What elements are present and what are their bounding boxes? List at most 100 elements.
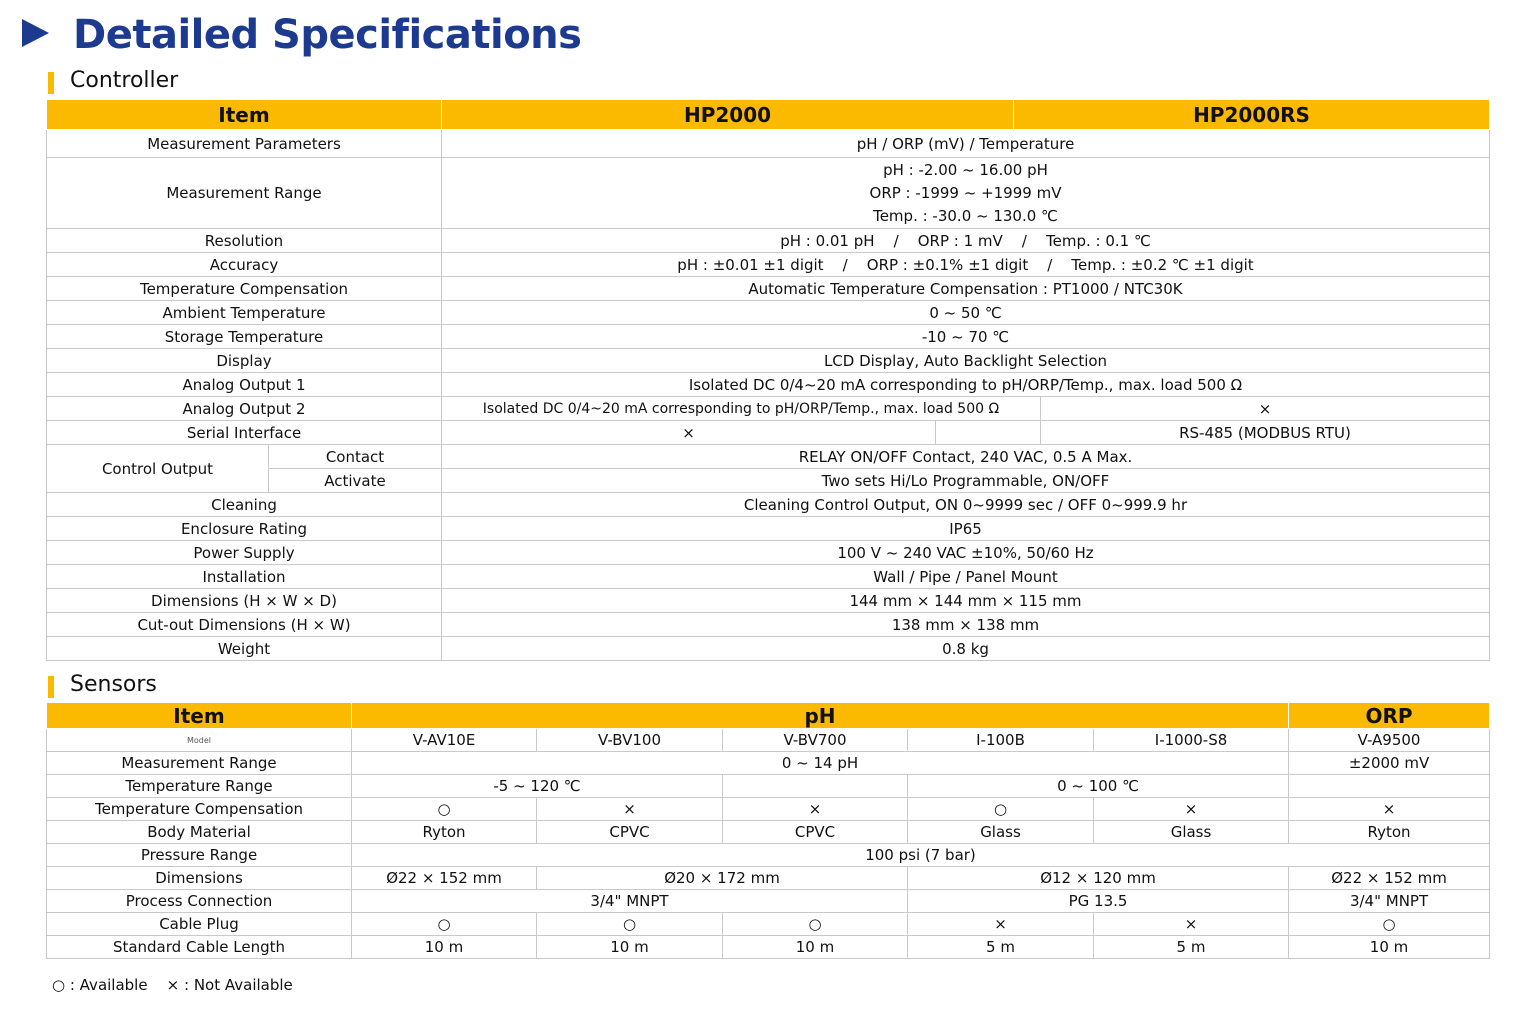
table-cell: Glass <box>907 820 1094 844</box>
table-cell: Temperature Compensation <box>46 797 352 821</box>
page-title: Detailed Specifications <box>73 12 582 58</box>
table-row: Enclosure Rating IP65 <box>46 516 1490 541</box>
table-cell: Activate <box>268 468 442 493</box>
table-cell: Ø22 × 152 mm <box>1288 866 1491 890</box>
table-cell: Weight <box>46 636 442 661</box>
table-cell: CPVC <box>536 820 723 844</box>
table-cell: Resolution <box>46 228 442 253</box>
table-cell: V-A9500 <box>1288 728 1491 752</box>
table-row: Measurement Range 0 ~ 14 pH ±2000 mV <box>46 751 1491 775</box>
table-cell: 3/4" MNPT <box>351 889 908 913</box>
table-cell: × <box>1040 396 1490 421</box>
table-cell: Enclosure Rating <box>46 516 442 541</box>
table-row: Analog Output 2 Isolated DC 0/4~20 mA cor… <box>46 396 1490 421</box>
table-cell: Storage Temperature <box>46 324 442 349</box>
table-row: Ambient Temperature 0 ~ 50 ℃ <box>46 300 1490 325</box>
table-cell: ○ <box>351 797 537 821</box>
table-row: Temperature Compensation Automatic Temper… <box>46 276 1490 301</box>
table-cell: 10 m <box>1288 935 1491 959</box>
table-cell: Temperature Range <box>46 774 352 798</box>
header-cell: ORP <box>1288 702 1491 729</box>
table-cell: V-BV700 <box>722 728 908 752</box>
table-cell: ○ <box>351 912 537 936</box>
table-row: Item HP2000 HP2000RS <box>46 99 1490 130</box>
table-cell: RS-485 (MODBUS RTU) <box>1040 420 1490 445</box>
table-cell: Automatic Temperature Compensation : PT1… <box>441 276 1490 301</box>
table-body: Item pH ORP Model V-AV10E V-BV100 V-BV700 I-10… <box>46 702 1491 959</box>
table-cell: 5 m <box>907 935 1094 959</box>
table-row: Cut-out Dimensions (H × W) 138 mm × 138 m… <box>46 612 1490 637</box>
table-row: Dimensions Ø22 × 152 mm Ø20 × 172 mm Ø12 × … <box>46 866 1491 890</box>
table-row: Measurement Range pH : -2.00 ~ 16.00 pH OR… <box>46 157 1490 229</box>
table-row: Storage Temperature -10 ~ 70 ℃ <box>46 324 1490 349</box>
table-cell: Ø20 × 172 mm <box>536 866 908 890</box>
table-cell: V-AV10E <box>351 728 537 752</box>
table-cell: pH : ±0.01 ±1 digit / ORP : ±0.1% ±1 dig… <box>441 252 1490 277</box>
table-cell: Isolated DC 0/4~20 mA corresponding to p… <box>441 372 1490 397</box>
table-row: Activate Two sets Hi/Lo Programmable, ON/… <box>47 468 1490 493</box>
section-heading: Controller <box>70 68 179 93</box>
table-cell: Glass <box>1092 820 1290 844</box>
table-row: Measurement Parameters pH / ORP (mV) / Te… <box>46 129 1490 158</box>
title-arrow <box>22 19 49 47</box>
table-row: Cleaning Cleaning Control Output, ON 0~99… <box>46 492 1490 517</box>
table-cell: Cable Plug <box>46 912 352 936</box>
table-cell: Power Supply <box>46 540 442 565</box>
table-cell: Contact <box>268 444 442 469</box>
legend: ○ : Available × : Not Available <box>52 976 293 994</box>
table-cell: 10 m <box>536 935 723 959</box>
sensors-table: Item pH ORP Model V-AV10E V-BV100 V-BV700 I-10… <box>46 702 1491 959</box>
table-cell: Measurement Range <box>46 157 442 229</box>
table-cell: × <box>722 797 908 821</box>
empty-cell <box>935 420 1041 445</box>
table-body: Item HP2000 HP2000RS Measurement Parameter… <box>46 99 1490 661</box>
table-cell: Isolated DC 0/4~20 mA corresponding to p… <box>441 396 1041 421</box>
table-cell: pH : 0.01 pH / ORP : 1 mV / Temp. : 0.1 … <box>441 228 1490 253</box>
table-cell: -5 ~ 120 ℃ <box>351 774 723 798</box>
controller-table: Item HP2000 HP2000RS Measurement Parameter… <box>46 99 1490 661</box>
table-cell: 3/4" MNPT <box>1288 889 1491 913</box>
table-cell: × <box>441 420 936 445</box>
section-marker <box>48 72 54 94</box>
table-cell: Control Output <box>46 444 269 493</box>
table-cell: ±2000 mV <box>1288 751 1491 775</box>
table-cell: Serial Interface <box>46 420 442 445</box>
table-cell: 0.8 kg <box>441 636 1490 661</box>
table-cell: -10 ~ 70 ℃ <box>441 324 1490 349</box>
table-cell: ○ <box>536 912 723 936</box>
table-cell: Ø12 × 120 mm <box>906 866 1290 890</box>
table-cell: Accuracy <box>46 252 442 277</box>
empty-cell <box>722 774 908 798</box>
table-cell: Wall / Pipe / Panel Mount <box>441 564 1490 589</box>
table-row: Accuracy pH : ±0.01 ±1 digit / ORP : ±0.1… <box>46 252 1490 277</box>
range-line: ORP : -1999 ~ +1999 mV <box>869 183 1062 202</box>
table-cell: Ø22 × 152 mm <box>351 866 537 890</box>
table-cell: 0 ~ 100 ℃ <box>906 774 1290 798</box>
table-row: Model V-AV10E V-BV100 V-BV700 I-100B I-1000-S… <box>46 728 1491 752</box>
table-cell: Two sets Hi/Lo Programmable, ON/OFF <box>441 468 1490 493</box>
legend-item: × : Not Available <box>166 976 293 994</box>
table-cell: Cleaning Control Output, ON 0~9999 sec /… <box>441 492 1490 517</box>
table-cell: 100 V ~ 240 VAC ±10%, 50/60 Hz <box>441 540 1490 565</box>
table-cell: 0 ~ 14 pH <box>350 751 1290 775</box>
table-cell: ○ <box>907 797 1094 821</box>
table-cell: CPVC <box>722 820 908 844</box>
table-row: Pressure Range 100 psi (7 bar) <box>46 843 1491 867</box>
table-cell: Dimensions <box>46 866 352 890</box>
table-row: Control Output Contact RELAY ON/OFF Contac… <box>46 444 1490 493</box>
header-cell: Item <box>46 702 352 729</box>
table-cell: Measurement Parameters <box>46 129 442 158</box>
table-cell: 10 m <box>351 935 537 959</box>
table-cell: Ambient Temperature <box>46 300 442 325</box>
table-row: Weight 0.8 kg <box>46 636 1490 661</box>
table-cell: Measurement Range <box>46 751 352 775</box>
table-cell: 0 ~ 50 ℃ <box>441 300 1490 325</box>
table-row: Display LCD Display, Auto Backlight Selec… <box>46 348 1490 373</box>
table-cell: 138 mm × 138 mm <box>441 612 1490 637</box>
header-cell: HP2000RS <box>1013 99 1490 130</box>
range-line: pH : -2.00 ~ 16.00 pH <box>883 160 1048 179</box>
table-cell: Temperature Compensation <box>46 276 442 301</box>
table-cell: × <box>1092 797 1290 821</box>
